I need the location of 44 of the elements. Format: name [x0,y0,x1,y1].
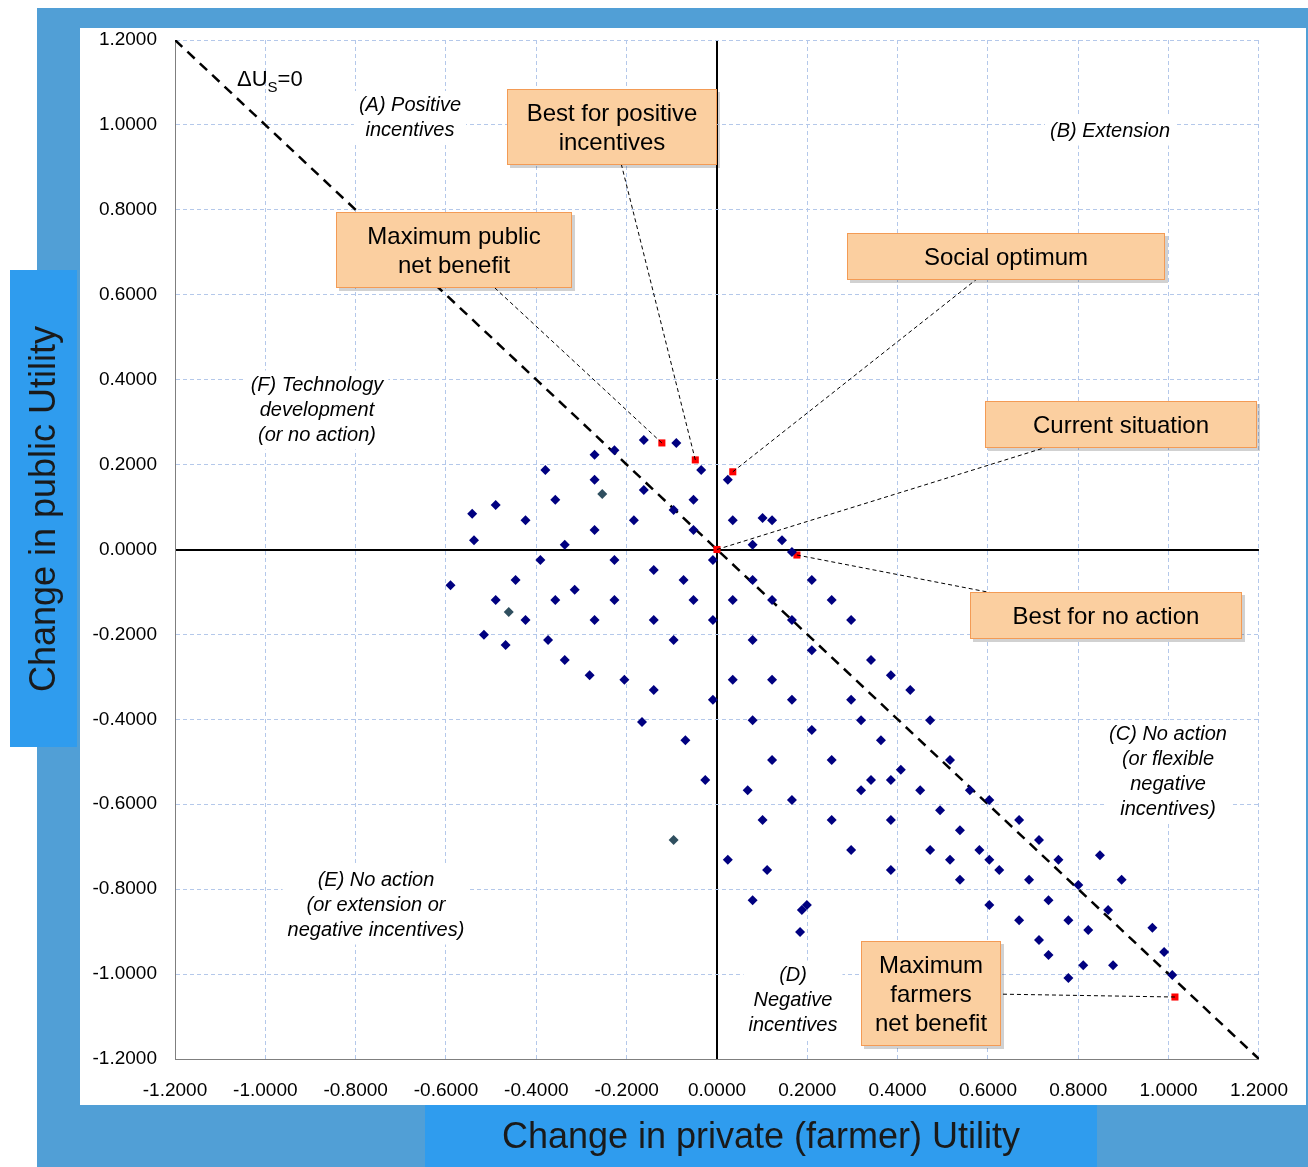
point [729,468,737,476]
y-tick-label: 0.0000 [98,537,157,559]
x-tick-label: 0.0000 [687,1078,747,1100]
annotation: (E) No action (or extension or negative incentives) [287,867,465,940]
annotation: Maximum farmers net benefit [873,949,989,1037]
x-tick-label: 0.6000 [958,1078,1018,1100]
annotation: (F) Technology development (or no action) [250,372,385,445]
annotation: (C) No action (or flexible negative incentives) [1109,722,1227,820]
y-tick-label: 0.8000 [98,198,157,220]
x-tick-label: -0.8000 [323,1078,388,1100]
x-tick-label: 0.4000 [868,1078,927,1100]
x-tick-label: -1.0000 [233,1078,298,1100]
annotation: Best for positive incentives [525,98,699,156]
x-axis-title: Change in private (farmer) Utility [425,1105,1097,1167]
y-tick-label: 0.4000 [98,367,157,389]
annotation: (D) Negative incentives [748,962,838,1035]
annotation: Social optimum [922,241,1090,271]
x-tick-label: -1.2000 [142,1078,208,1100]
y-tick-label: -0.8000 [92,877,157,899]
x-tick-label: 0.2000 [778,1078,837,1100]
point [597,488,608,499]
y-axis-title: Change in public Utility [22,325,65,692]
x-tick-label: 1.2000 [1229,1078,1289,1100]
y-tick-label: 1.0000 [98,113,157,135]
y-tick-label: 0.2000 [98,452,157,474]
point [503,606,514,617]
y-tick-label: -0.4000 [92,707,157,729]
x-tick-label: -0.2000 [594,1078,659,1100]
annotation: (B) Extension [1049,118,1171,141]
x-tick-label: -0.4000 [504,1078,569,1100]
annotation: Current situation [1031,409,1211,439]
annotation: Maximum public net benefit [366,221,542,279]
y-tick-label: -1.0000 [92,962,157,984]
point [668,834,679,845]
x-tick-label: 1.0000 [1139,1078,1198,1100]
y-tick-label: 1.2000 [98,28,157,50]
y-tick-label: 0.6000 [98,282,157,304]
x-tick-label: -0.6000 [413,1078,479,1100]
y-tick-label: -1.2000 [92,1047,157,1069]
y-tick-label: -0.2000 [92,622,157,644]
annotation: (A) Positive incentives [358,93,462,141]
x-tick-label: 0.8000 [1049,1078,1108,1100]
annotation: Best for no action [1011,600,1201,630]
y-tick-label: -0.6000 [92,792,157,814]
